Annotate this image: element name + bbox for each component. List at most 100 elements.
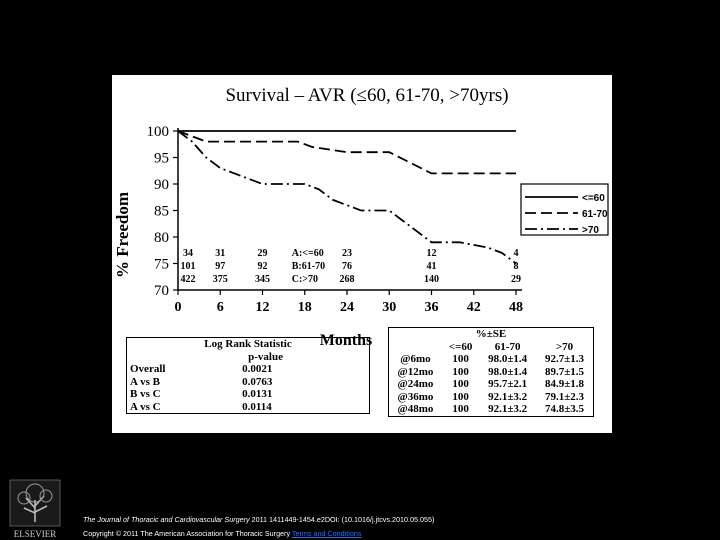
km-cell: @36mo (397, 390, 434, 403)
km-cell: 92.7±1.3 (544, 353, 585, 365)
at-risk-count: 12 (427, 248, 437, 259)
citation-text: 2011 1411449-1454.e2DOI: (10.1016/j.jtcv… (249, 515, 435, 524)
km-column-header: 61-70 (494, 340, 521, 353)
km-cell: 74.8±3.5 (544, 403, 585, 415)
km-cell: 100 (452, 378, 469, 390)
at-risk-count: 101 (181, 261, 196, 272)
series-line (177, 130, 516, 175)
comparison-label: Overall (130, 363, 166, 375)
at-risk-group-label: A:<=60 (292, 248, 324, 259)
at-risk-count: 4 (514, 248, 519, 259)
log-rank-row: A vs B 0.0763 (127, 376, 370, 389)
at-risk-count: 29 (511, 274, 521, 285)
citation-line: The Journal of Thoracic and Cardiovascul… (83, 515, 434, 524)
y-tick-label: 95 (154, 151, 169, 167)
slide-figure: Survival – AVR (≤60, 61-70, >70yrs) % Fr… (112, 75, 612, 433)
at-risk-count: 23 (342, 248, 352, 259)
x-tick-label: 0 (175, 300, 182, 315)
x-tick-label: 36 (425, 300, 439, 315)
km-cell: 100 (452, 403, 469, 415)
km-cell: 100 (452, 365, 469, 378)
km-cell: 95.7±2.1 (488, 378, 528, 390)
chart-title: Survival – AVR (≤60, 61-70, >70yrs) (225, 85, 508, 106)
comparison-label: A vs C (130, 400, 161, 413)
km-cell: 79.1±2.3 (544, 390, 585, 403)
y-tick-label: 75 (154, 257, 169, 273)
legend-label: <=60 (582, 193, 605, 204)
at-risk-count: 34 (183, 248, 193, 259)
elsevier-logo: ELSEVIER (9, 479, 61, 539)
at-risk-count: 97 (215, 261, 225, 272)
legend-label: >70 (582, 225, 599, 236)
at-risk-count: 345 (255, 274, 270, 285)
km-cell: @6mo (400, 353, 431, 365)
comparison-label: B vs C (130, 388, 161, 400)
p-value-header: p-value (248, 350, 283, 363)
km-cell: @48mo (397, 403, 434, 415)
x-axis-label: Months (320, 332, 372, 349)
comparison-label: A vs B (130, 375, 160, 388)
p-value: 0.0114 (242, 400, 272, 413)
x-tick-label: 42 (467, 300, 481, 315)
y-axis-label: % Freedom (113, 192, 132, 278)
x-tick-label: 6 (217, 300, 224, 315)
copyright-line: Copyright © 2011 The American Associatio… (83, 529, 361, 538)
at-risk-count: 29 (258, 248, 268, 259)
km-estimate-table: %±SE <=60 61-70 >70 @6mo 100 98.0±1.4 92.7±1.… (388, 327, 594, 417)
at-risk-group-label: B:61-70 (292, 261, 325, 272)
at-risk-count: 92 (258, 261, 268, 272)
p-value: 0.0021 (242, 363, 273, 375)
at-risk-count: 76 (342, 261, 352, 272)
km-cell: 98.0±1.4 (488, 365, 528, 378)
p-value: 0.0763 (242, 375, 273, 388)
log-rank-row: B vs C 0.0131 (127, 388, 370, 401)
km-header-top: %±SE (475, 328, 507, 340)
x-tick-label: 30 (382, 300, 396, 315)
km-cell: 89.7±1.5 (544, 365, 585, 378)
km-column-header (389, 341, 442, 354)
y-tick-label: 90 (154, 177, 169, 193)
at-risk-count: 375 (213, 274, 228, 285)
p-value: 0.0131 (242, 388, 273, 400)
copyright-text: Copyright © 2011 The American Associatio… (83, 529, 292, 538)
legend-box (520, 183, 609, 236)
y-tick-label: 100 (147, 124, 170, 140)
y-tick-label: 85 (154, 204, 169, 220)
x-tick-label: 12 (256, 300, 270, 315)
at-risk-count: 31 (215, 248, 225, 259)
at-risk-count: 422 (181, 274, 196, 285)
km-cell: 92.1±3.2 (488, 390, 528, 403)
survival-chart: Survival – AVR (≤60, 61-70, >70yrs) % Fr… (113, 85, 609, 349)
x-tick-label: 18 (298, 300, 312, 315)
series-line (177, 130, 517, 265)
km-cell: 100 (452, 390, 469, 403)
km-column-header: >70 (555, 340, 574, 353)
km-row: @36mo 100 92.1±3.2 79.1±2.3 (389, 391, 594, 404)
km-cell: 98.0±1.4 (488, 353, 528, 365)
km-row: @24mo 100 95.7±2.1 84.9±1.8 (389, 378, 594, 391)
log-rank-row: Overall 0.0021 (127, 363, 370, 376)
y-tick-label: 80 (154, 230, 169, 246)
x-tick-label: 24 (340, 300, 354, 315)
log-rank-table: Log Rank Statistic p-value Overall 0.0021… (126, 337, 370, 414)
km-cell: @24mo (397, 378, 434, 390)
km-cell: 84.9±1.8 (544, 378, 585, 390)
km-row: @48mo 100 92.1±3.2 74.8±3.5 (389, 403, 594, 416)
at-risk-count: 268 (340, 274, 355, 285)
terms-link[interactable]: Terms and Conditions (291, 529, 362, 538)
at-risk-count: 140 (424, 274, 439, 285)
x-tick-label: 48 (509, 300, 523, 315)
log-rank-row: A vs C 0.0114 (127, 401, 370, 414)
km-row: @12mo 100 98.0±1.4 89.7±1.5 (389, 366, 594, 379)
km-cell: 100 (452, 353, 469, 365)
at-risk-group-label: C:>70 (292, 274, 318, 285)
at-risk-count: 41 (427, 261, 437, 272)
km-column-header: <=60 (448, 340, 473, 353)
y-tick-label: 70 (154, 283, 169, 299)
km-cell: 92.1±3.2 (488, 403, 528, 415)
legend-label: 61-70 (582, 209, 608, 220)
km-row: @6mo 100 98.0±1.4 92.7±1.3 (389, 353, 594, 366)
log-rank-header: Log Rank Statistic (204, 338, 292, 350)
journal-name: The Journal of Thoracic and Cardiovascul… (83, 515, 250, 524)
km-cell: @12mo (397, 365, 434, 378)
